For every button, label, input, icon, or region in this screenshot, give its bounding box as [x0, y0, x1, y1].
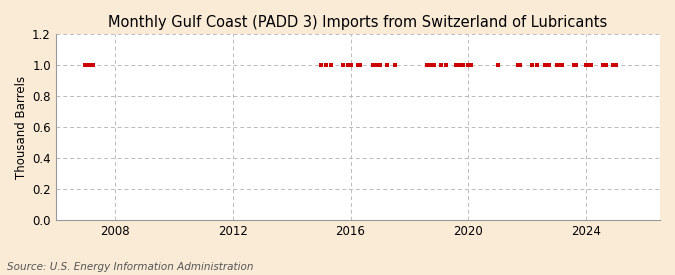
Title: Monthly Gulf Coast (PADD 3) Imports from Switzerland of Lubricants: Monthly Gulf Coast (PADD 3) Imports from… [108, 15, 608, 30]
Text: Source: U.S. Energy Information Administration: Source: U.S. Energy Information Administ… [7, 262, 253, 272]
Y-axis label: Thousand Barrels: Thousand Barrels [15, 75, 28, 178]
